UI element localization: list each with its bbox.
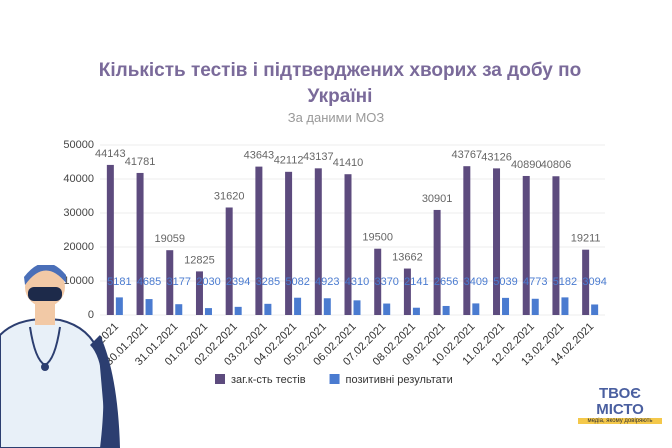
bar <box>255 166 263 315</box>
value-label: 40806 <box>541 159 572 171</box>
bar <box>472 303 480 315</box>
bar <box>166 250 174 315</box>
bar <box>552 176 560 315</box>
bar <box>225 207 233 315</box>
bar <box>115 297 123 315</box>
legend-label: позитивні результати <box>346 374 453 386</box>
bar <box>136 172 144 315</box>
value-label: 43643 <box>244 150 275 162</box>
value-label: 4923 <box>315 276 339 288</box>
value-label: 41781 <box>125 156 156 168</box>
y-tick-label: 0 <box>88 309 94 321</box>
legend-swatch <box>215 374 225 384</box>
value-label: 43126 <box>481 151 512 163</box>
value-label: 31620 <box>214 190 245 202</box>
value-label: 41410 <box>333 157 364 169</box>
value-label: 19059 <box>154 233 185 245</box>
logo: ТВОЄ МІСТО медіа, якому довіряють <box>578 386 662 424</box>
bar <box>344 174 352 315</box>
bar <box>463 166 471 315</box>
value-label: 3409 <box>464 276 488 288</box>
bar <box>591 304 599 315</box>
bar <box>383 303 391 315</box>
bar <box>442 305 450 315</box>
legend-label: заг.к-сть тестів <box>231 374 306 386</box>
bar <box>561 297 569 315</box>
value-label: 42112 <box>274 155 304 167</box>
value-label: 5181 <box>107 276 131 288</box>
bar <box>285 171 293 315</box>
bar <box>264 303 272 315</box>
bar <box>493 168 501 315</box>
value-label: 2030 <box>196 276 220 288</box>
value-label: 4773 <box>523 276 547 288</box>
doctor-illustration <box>0 265 120 448</box>
chart-subtitle: За даними МОЗ <box>287 110 385 125</box>
bar <box>314 168 322 315</box>
y-tick-label: 30000 <box>63 207 94 219</box>
legend-swatch <box>329 374 340 384</box>
value-label: 4685 <box>137 276 161 288</box>
value-label: 2656 <box>434 276 458 288</box>
bar <box>374 248 382 315</box>
y-tick-label: 10000 <box>63 275 94 287</box>
y-tick-label: 20000 <box>63 241 94 253</box>
value-label: 19500 <box>362 232 393 244</box>
bar <box>353 300 361 315</box>
bar <box>294 297 302 315</box>
bar <box>234 306 242 315</box>
bar <box>433 209 441 315</box>
bar <box>323 298 331 315</box>
bar <box>531 298 539 315</box>
logo-tagline: медіа, якому довіряють <box>578 418 662 424</box>
value-label: 43767 <box>452 149 483 161</box>
value-label: 19211 <box>571 233 601 245</box>
value-label: 2141 <box>404 276 428 288</box>
y-tick-label: 40000 <box>63 173 94 185</box>
value-label: 3370 <box>374 276 398 288</box>
bar <box>522 175 530 315</box>
logo-name: ТВОЄ МІСТО <box>596 385 644 418</box>
value-label: 12825 <box>184 254 215 266</box>
chart-title: Кількість тестів і підтверджених хворих … <box>98 60 582 107</box>
value-label: 4310 <box>345 276 369 288</box>
bar <box>145 299 153 315</box>
bar <box>204 308 212 315</box>
value-label: 3177 <box>167 276 191 288</box>
bar <box>195 271 203 315</box>
y-tick-label: 50000 <box>63 139 94 151</box>
value-label: 5182 <box>553 276 577 288</box>
bar <box>412 307 420 315</box>
bar <box>403 268 411 315</box>
value-label: 40890 <box>511 159 542 171</box>
bar <box>106 164 114 315</box>
bar <box>582 249 590 315</box>
bar <box>502 297 510 315</box>
value-label: 3285 <box>256 276 280 288</box>
value-label: 3094 <box>582 276 606 288</box>
value-label: 30901 <box>422 193 453 205</box>
value-label: 44143 <box>95 148 126 160</box>
value-label: 43137 <box>303 151 334 163</box>
value-label: 2394 <box>226 276 250 288</box>
value-label: 5039 <box>493 276 517 288</box>
value-label: 5082 <box>285 276 309 288</box>
bar <box>175 304 183 315</box>
value-label: 13662 <box>392 251 423 263</box>
